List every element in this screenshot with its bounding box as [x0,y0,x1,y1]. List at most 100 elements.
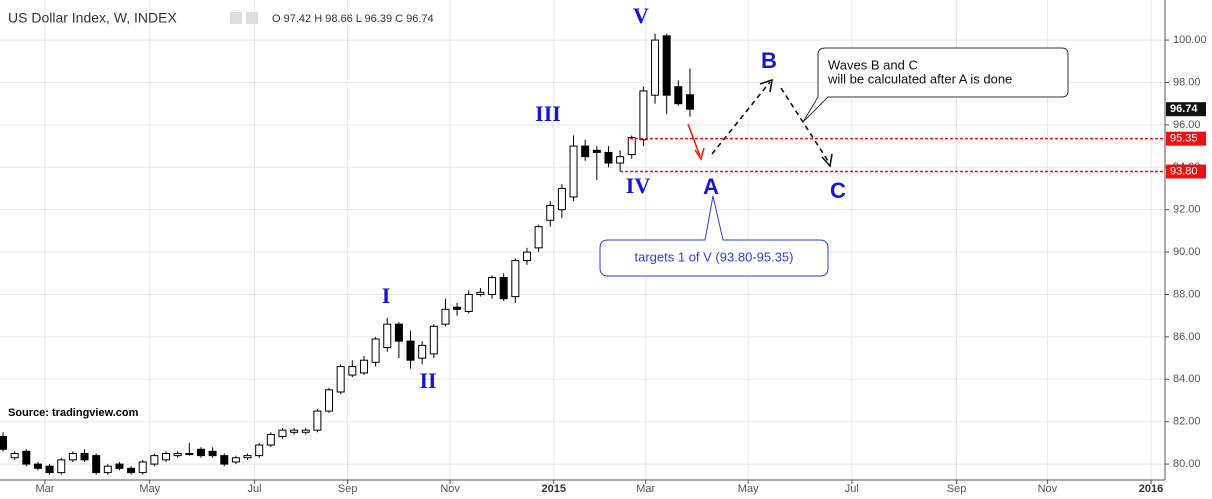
candle-body [429,325,438,355]
x-tick-label: Mar [636,483,655,495]
source: Source: tradingview.com [8,407,139,419]
candle-body [534,226,543,249]
candle-body [557,187,566,211]
y-tick-label: 82.00 [1173,416,1201,428]
x-tick-label: Jul [247,483,261,495]
candle-body [685,94,694,110]
candle-body [278,429,287,438]
candle-body [196,448,205,457]
candle-body [546,204,555,221]
dashed-arrow [780,87,831,165]
candle-body [80,452,89,461]
candle-body [569,145,578,198]
candle-body [150,455,159,465]
candle-body [290,429,299,433]
candle-body [522,251,531,262]
wave-label: III [535,101,561,126]
candle-body [406,340,415,361]
level-tag-label: 95.35 [1170,133,1198,145]
candle-body [45,465,54,474]
note-line: will be calculated after A is done [827,71,1012,86]
candle-body [325,389,334,412]
candle-body [662,35,671,96]
candle-body [488,277,497,295]
dashed-arrow [711,81,771,155]
level-tag [1166,131,1206,146]
candle-body [639,90,648,141]
candle-body [441,308,450,325]
candle-body [604,151,613,164]
x-tick-label: Nov [1038,483,1058,495]
candle-body [208,450,217,457]
wave-label: I [382,283,391,308]
wave-label: C [830,178,846,203]
candle-body [464,293,473,312]
candle-body [185,452,194,455]
candle-body [220,455,229,465]
candle-body [266,433,275,446]
y-tick-label: 98.00 [1173,76,1201,88]
level-tag [1166,164,1206,179]
y-tick-label: 100.00 [1173,34,1207,46]
candle-body [57,459,66,474]
x-tick-label: 2015 [541,483,565,495]
x-tick-label: Mar [35,483,54,495]
icon[interactable] [246,12,258,24]
last-price-tag [1166,102,1206,117]
candle-body [383,323,392,348]
candle-body [476,291,485,295]
candle-body [616,156,625,164]
x-tick-label: May [139,483,160,495]
wave-label: A [703,174,719,199]
wave-label: V [633,3,649,28]
note-line: Waves B and C [828,57,918,72]
last-price-label: 96.74 [1170,103,1198,115]
candle-body [68,452,77,461]
wave-label: IV [626,173,651,198]
y-tick-label: 84.00 [1173,373,1201,385]
y-tick-label: 86.00 [1173,331,1201,343]
candle-body [115,463,124,469]
note-box [802,47,1069,123]
candle-body [173,452,182,457]
y-tick-label: 90.00 [1173,246,1201,258]
wave-label: B [761,48,777,73]
x-tick-label: May [738,483,759,495]
plot [0,33,694,475]
candle-body [651,39,660,96]
candle-body [371,338,380,363]
y-tick-label: 88.00 [1173,288,1201,300]
candle-body [348,366,357,376]
candle-body [22,450,31,465]
candle-body [0,436,8,450]
ohlc-header: O 97.42 H 98.66 L 96.39 C 96.74 [272,13,434,25]
candle-body [394,323,403,342]
candle-body [103,465,112,474]
candle-body [10,452,19,459]
wave-label: II [419,368,436,393]
candle-body [511,260,520,298]
icon[interactable] [230,12,242,24]
dashed-arrow-head [759,78,774,93]
red-arrow-head [694,147,705,161]
candle-body [674,86,683,105]
candle-body [243,455,252,459]
x-tick-label: Sep [338,483,358,495]
x-tick-label: Sep [947,483,967,495]
candle-body [592,149,601,153]
red-arrow [687,123,701,157]
candle-body [453,306,462,310]
y-tick-label: 92.00 [1173,204,1201,216]
target-note: targets 1 of V (93.80-95.35) [635,249,794,264]
x-tick-label: 2016 [1139,483,1163,495]
x-tick-label: Jul [845,483,859,495]
grid [0,0,1165,480]
dashed-arrow-head [821,153,833,168]
x-tick-label: Nov [440,483,460,495]
candle-body [162,452,171,461]
candle-body [255,444,264,457]
candle-body [418,344,427,359]
candle-body [359,359,368,374]
candle-body [33,463,42,469]
